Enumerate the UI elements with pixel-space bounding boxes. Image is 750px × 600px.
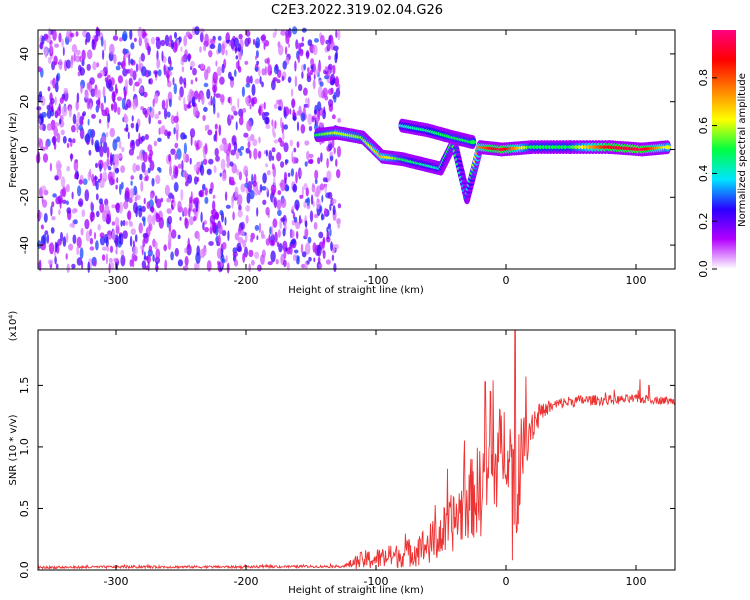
- x-tick-label: -200: [234, 575, 259, 588]
- colorbar-tick-label: 0.2: [697, 212, 710, 230]
- signal-ridge: [314, 125, 671, 205]
- x-tick-label: 100: [626, 274, 647, 287]
- snr-frame: [37, 329, 676, 571]
- figure-title: C2E3.2022.319.02.04.G26: [271, 3, 443, 18]
- spectrogram-y-label: Frequency (Hz): [8, 112, 19, 188]
- snr-data: [37, 329, 675, 570]
- x-tick-label: -100: [364, 274, 389, 287]
- colorbar: 0.0 0.2 0.4 0.6 0.8 Normalized spectral ampl…: [697, 30, 748, 278]
- x-tick-label: 0: [503, 274, 510, 287]
- colorbar-gradient: [712, 30, 736, 269]
- y-tick-label: 0: [18, 146, 31, 153]
- x-tick-label: -300: [104, 575, 129, 588]
- x-tick-label: 100: [626, 575, 647, 588]
- snr-x-label: Height of straight line (km): [288, 585, 424, 596]
- y-tick-label: -40: [18, 236, 31, 254]
- colorbar-tick-label: 0.6: [697, 117, 710, 135]
- colorbar-tick-label: 0.0: [697, 260, 710, 278]
- snr-y-label: SNR (10 * v/v): [8, 414, 19, 485]
- colorbar-ticks: 0.0 0.2 0.4 0.6 0.8: [697, 69, 717, 278]
- spectrogram-x-label: Height of straight line (km): [288, 285, 424, 296]
- y-tick-label: 40: [18, 47, 31, 61]
- y-tick-label: 1.0: [18, 438, 31, 456]
- signal-upper-branch: [398, 118, 477, 150]
- x-tick-label: 0: [503, 575, 510, 588]
- spectrogram-y-ticks: -40 -20 0 20 40: [18, 47, 675, 254]
- snr-line: [37, 329, 675, 570]
- y-tick-label: 20: [18, 95, 31, 109]
- y-tick-label: 0.5: [18, 500, 31, 518]
- colorbar-tick-label: 0.4: [697, 165, 710, 183]
- x-tick-label: -200: [234, 274, 259, 287]
- x-tick-label: -300: [104, 274, 129, 287]
- x-tick-label: -100: [364, 575, 389, 588]
- snr-panel: -300 -200 -100 0 100 0.0 0.5 1.0 1.5 Height of …: [8, 311, 676, 596]
- y-tick-label: 1.5: [18, 377, 31, 395]
- snr-y-ticks: 0.0 0.5 1.0 1.5: [18, 377, 675, 579]
- spectrogram-data: [35, 26, 671, 274]
- colorbar-tick-label: 0.8: [697, 69, 710, 87]
- colorbar-label: Normalized spectral amplitude: [737, 73, 748, 227]
- spectrogram-x-ticks: -300 -200 -100 0 100: [104, 30, 647, 287]
- y-tick-label: -20: [18, 188, 31, 206]
- noise-speckles: [35, 26, 342, 274]
- snr-x-ticks: -300 -200 -100 0 100: [104, 330, 647, 588]
- snr-y-scale-label: (x10⁴): [8, 311, 19, 342]
- y-tick-label: 0.0: [18, 561, 31, 579]
